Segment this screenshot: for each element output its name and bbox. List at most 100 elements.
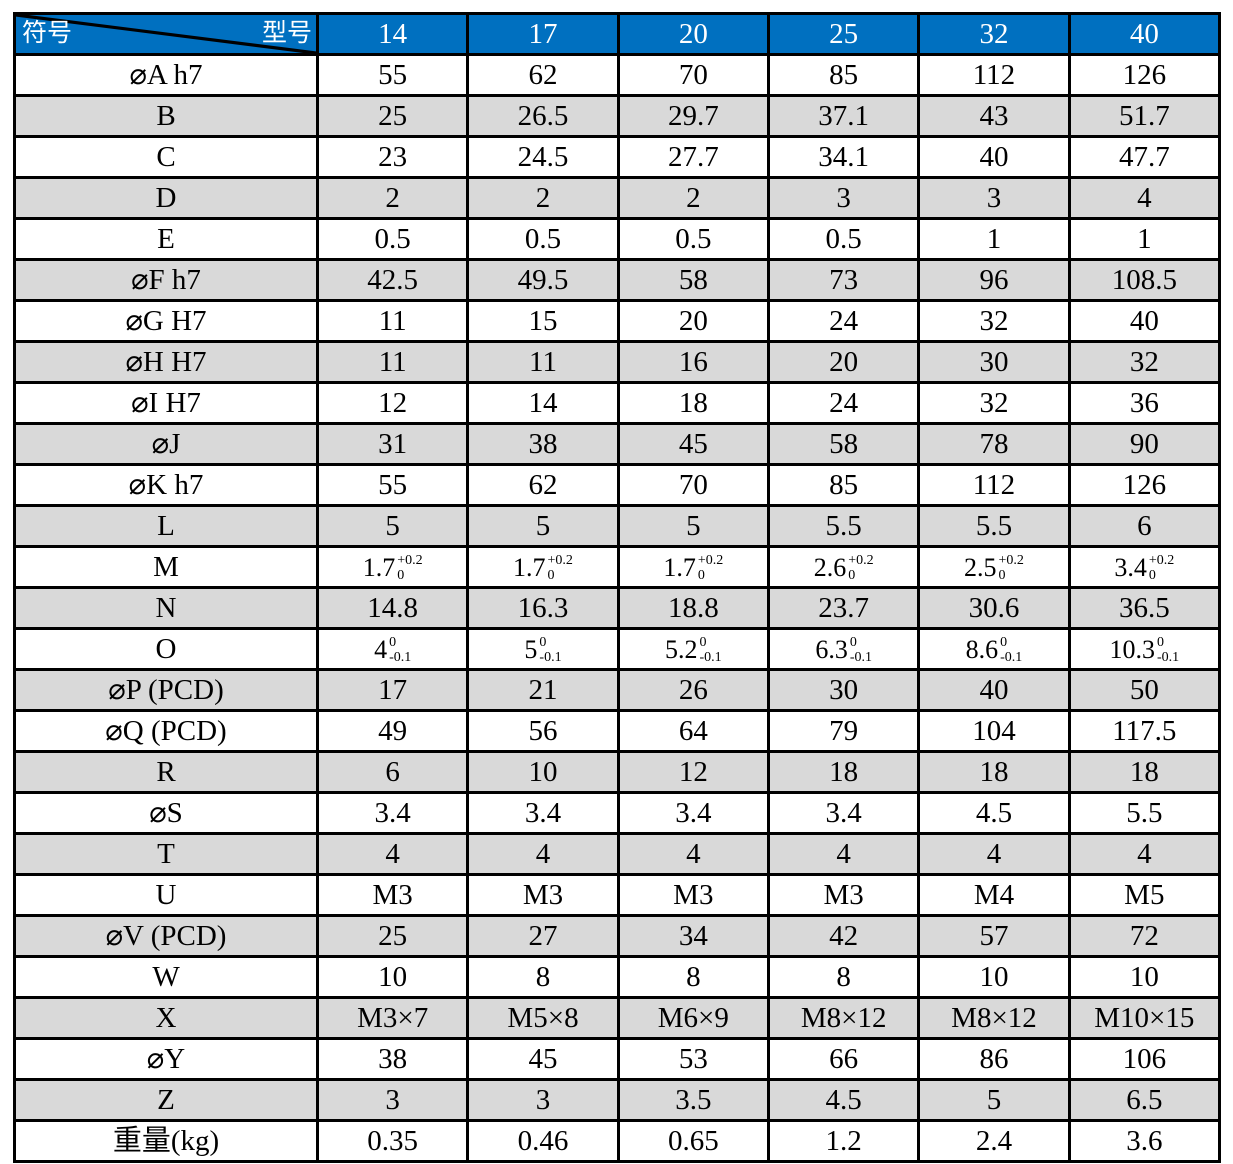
row-label: R	[13, 750, 319, 794]
table-cell: 8.6 0 -0.1	[917, 627, 1071, 671]
corner-header: 符号 型号	[13, 12, 319, 56]
tolerance-value: 2.6 +0.2 0	[814, 550, 874, 585]
table-cell: 24	[766, 381, 921, 425]
table-cell: 66	[766, 1037, 921, 1081]
table-cell: 45	[616, 422, 770, 466]
table-cell: 10	[466, 750, 620, 794]
table-cell: 50	[1067, 668, 1222, 712]
table-cell: 23	[315, 135, 470, 179]
table-cell: 25	[315, 914, 470, 958]
table-cell: 2.5 +0.2 0	[917, 545, 1071, 589]
table-cell: 20	[616, 299, 770, 343]
tolerance-lower: 0	[1148, 567, 1156, 583]
table-cell: 10	[1067, 955, 1222, 999]
table-cell: 26	[616, 668, 770, 712]
table-row: ⌀Y 38 45 53 66 86 106	[13, 1037, 1222, 1081]
table-cell: 4.5	[917, 791, 1071, 835]
table-cell: 25	[315, 94, 470, 138]
table-cell: 3.4	[466, 791, 620, 835]
table-cell: 31	[315, 422, 470, 466]
tolerance-limits: 0 -0.1	[389, 635, 411, 665]
table-cell: 5	[315, 504, 470, 548]
row-label: L	[13, 504, 319, 548]
model-header: 25	[766, 12, 921, 56]
tolerance-limits: +0.2 0	[999, 553, 1024, 583]
tolerance-base: 3.4	[1114, 552, 1147, 582]
tolerance-base: 8.6	[965, 634, 999, 664]
row-label: N	[13, 586, 319, 630]
table-cell: 10	[917, 955, 1071, 999]
tolerance-base: 5	[524, 634, 538, 664]
tolerance-value: 8.6 0 -0.1	[965, 632, 1023, 667]
table-cell: 1.2	[766, 1119, 921, 1163]
table-cell: 38	[466, 422, 620, 466]
table-cell: M4	[917, 873, 1071, 917]
tolerance-base: 4	[374, 634, 388, 664]
table-cell: 3	[917, 176, 1071, 220]
tolerance-upper: 0	[1000, 634, 1008, 650]
table-row: ⌀G H7 11 15 20 24 32 40	[13, 299, 1222, 343]
table-row: E 0.5 0.5 0.5 0.5 1 1	[13, 217, 1222, 261]
tolerance-value: 1.7 +0.2 0	[363, 550, 423, 585]
tolerance-lower: -0.1	[389, 649, 412, 665]
row-label: O	[13, 627, 319, 671]
table-cell: 34.1	[766, 135, 921, 179]
tolerance-lower: 0	[998, 567, 1006, 583]
tolerance-limits: 0 -0.1	[850, 635, 872, 665]
table-cell: 45	[466, 1037, 620, 1081]
table-row: X M3×7 M5×8 M6×9 M8×12 M8×12 M10×15	[13, 996, 1222, 1040]
table-cell: 1.7 +0.2 0	[466, 545, 620, 589]
tolerance-base: 1.7	[663, 552, 696, 582]
row-label: ⌀I H7	[13, 381, 319, 425]
table-cell: 90	[1067, 422, 1222, 466]
table-cell: M3	[315, 873, 470, 917]
table-row: ⌀K h7 55 62 70 85 112 126	[13, 463, 1222, 507]
table-cell: 11	[315, 340, 470, 384]
table-cell: 12	[616, 750, 770, 794]
spec-table: 符号 型号 14 17 20 25 32 40 ⌀A h7 55 62 70 85 112 126 B 2…	[13, 12, 1222, 1163]
table-cell: 37.1	[766, 94, 921, 138]
table-row: M 1.7 +0.2 0 1.7 +0.2 0 1.7 +0.2 0 2.6 +0.2 0 2.5 +0.2…	[13, 545, 1222, 589]
table-cell: 1.7 +0.2 0	[315, 545, 470, 589]
table-cell: 34	[616, 914, 770, 958]
table-cell: 0.5	[466, 217, 620, 261]
tolerance-upper: +0.2	[547, 552, 573, 568]
tolerance-value: 5 0 -0.1	[524, 632, 561, 667]
table-cell: 3.4	[315, 791, 470, 835]
tolerance-lower: 0	[697, 567, 705, 583]
table-cell: 36.5	[1067, 586, 1222, 630]
table-cell: 1	[917, 217, 1071, 261]
table-cell: 10	[315, 955, 470, 999]
tolerance-limits: +0.2 0	[848, 553, 873, 583]
tolerance-upper: +0.2	[397, 552, 423, 568]
table-cell: 51.7	[1067, 94, 1222, 138]
table-cell: 8	[616, 955, 770, 999]
table-cell: M3×7	[315, 996, 470, 1040]
table-cell: 56	[466, 709, 620, 753]
tolerance-limits: 0 -0.1	[1000, 635, 1022, 665]
table-cell: 49.5	[466, 258, 620, 302]
tolerance-upper: 0	[699, 634, 707, 650]
table-cell: M3	[766, 873, 921, 917]
table-cell: 26.5	[466, 94, 620, 138]
model-header: 14	[315, 12, 470, 56]
table-cell: 42	[766, 914, 921, 958]
tolerance-value: 3.4 +0.2 0	[1114, 550, 1174, 585]
model-header: 20	[616, 12, 770, 56]
diagonal-line	[17, 16, 315, 52]
table-cell: 58	[766, 422, 921, 466]
table-cell: 4	[917, 832, 1071, 876]
table-row: ⌀A h7 55 62 70 85 112 126	[13, 53, 1222, 97]
table-cell: 3.4	[616, 791, 770, 835]
row-label: ⌀S	[13, 791, 319, 835]
table-cell: 12	[315, 381, 470, 425]
table-cell: 4	[766, 832, 921, 876]
table-cell: 70	[616, 53, 770, 97]
tolerance-base: 5.2	[664, 634, 698, 664]
table-cell: 5	[917, 1078, 1071, 1122]
row-label: ⌀J	[13, 422, 319, 466]
table-cell: M8×12	[917, 996, 1071, 1040]
table-cell: 30	[766, 668, 921, 712]
table-cell: 16.3	[466, 586, 620, 630]
table-row: ⌀S 3.4 3.4 3.4 3.4 4.5 5.5	[13, 791, 1222, 835]
